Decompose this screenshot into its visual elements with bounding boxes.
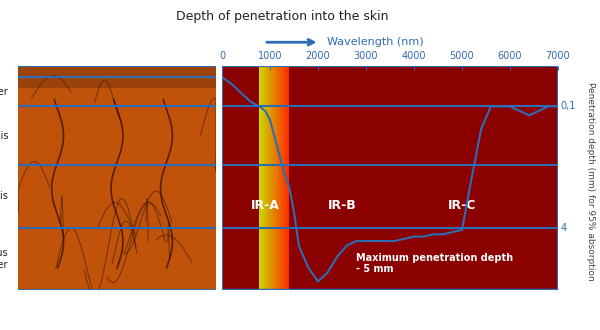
FancyBboxPatch shape (18, 66, 216, 88)
Text: 4: 4 (560, 222, 566, 233)
Text: Wavelength (nm): Wavelength (nm) (327, 37, 424, 47)
Text: IR-A: IR-A (251, 199, 280, 212)
Text: IR-B: IR-B (328, 199, 356, 212)
Text: Depth of penetration into the skin: Depth of penetration into the skin (176, 10, 388, 23)
Text: Epidermis: Epidermis (0, 131, 8, 141)
FancyBboxPatch shape (18, 66, 216, 290)
Text: Subcutaneous
layer: Subcutaneous layer (0, 248, 8, 270)
Text: IR-C: IR-C (448, 199, 476, 212)
Text: Dermis: Dermis (0, 191, 8, 201)
Text: Horny layer: Horny layer (0, 87, 8, 97)
Text: Penetration depth (mm) for 95% absorption: Penetration depth (mm) for 95% absorptio… (587, 82, 595, 281)
Text: Maximum penetration depth
- 5 mm: Maximum penetration depth - 5 mm (356, 253, 514, 274)
Text: 0,1: 0,1 (560, 101, 576, 112)
